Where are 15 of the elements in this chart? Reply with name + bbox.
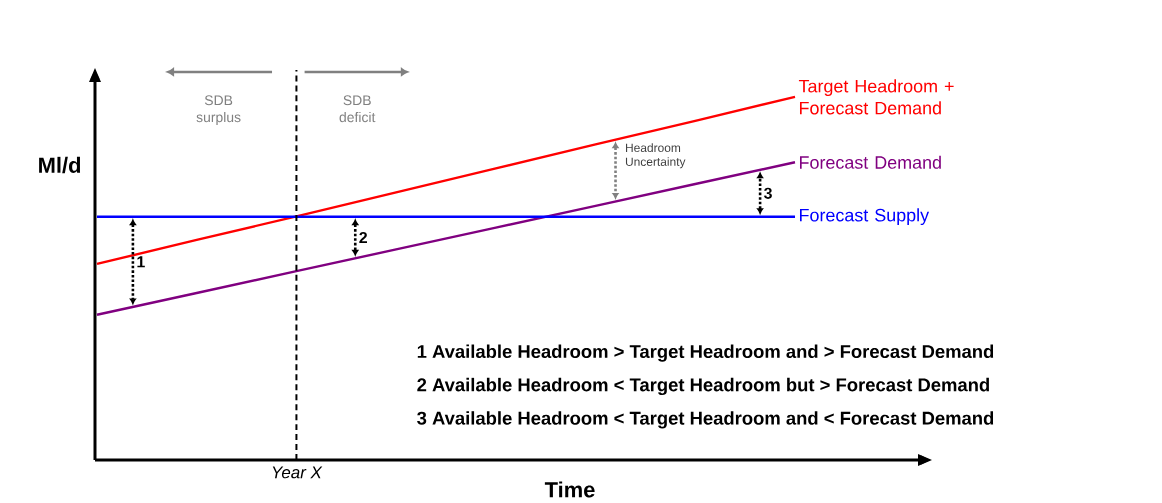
x-axis-title: Time bbox=[544, 481, 595, 498]
annotation: Headroom Uncertainty bbox=[625, 143, 686, 169]
annotation: 3 bbox=[763, 187, 772, 199]
series-label: Forecast Supply bbox=[799, 208, 930, 226]
series-label: Target Headroom + Forecast Demand bbox=[798, 79, 954, 115]
annotation: 2 bbox=[359, 231, 367, 244]
annotation: 2 Available Headroom < Target Headroom but > Forecast Demand bbox=[417, 377, 989, 396]
annotation: 1 bbox=[137, 256, 145, 268]
y-axis-title: Ml/d bbox=[39, 156, 81, 174]
annotation: SDB surplus bbox=[196, 95, 241, 125]
text: Year X bbox=[272, 466, 323, 479]
annotation: 3 Available Headroom < Target Headroom and < Forecast Demand bbox=[417, 411, 994, 429]
annotation: SDB deficit bbox=[339, 95, 376, 123]
series-label: Forecast Demand bbox=[799, 155, 941, 169]
annotation: 1 Available Headroom > Target Headroom and > Forecast Demand bbox=[417, 344, 994, 362]
